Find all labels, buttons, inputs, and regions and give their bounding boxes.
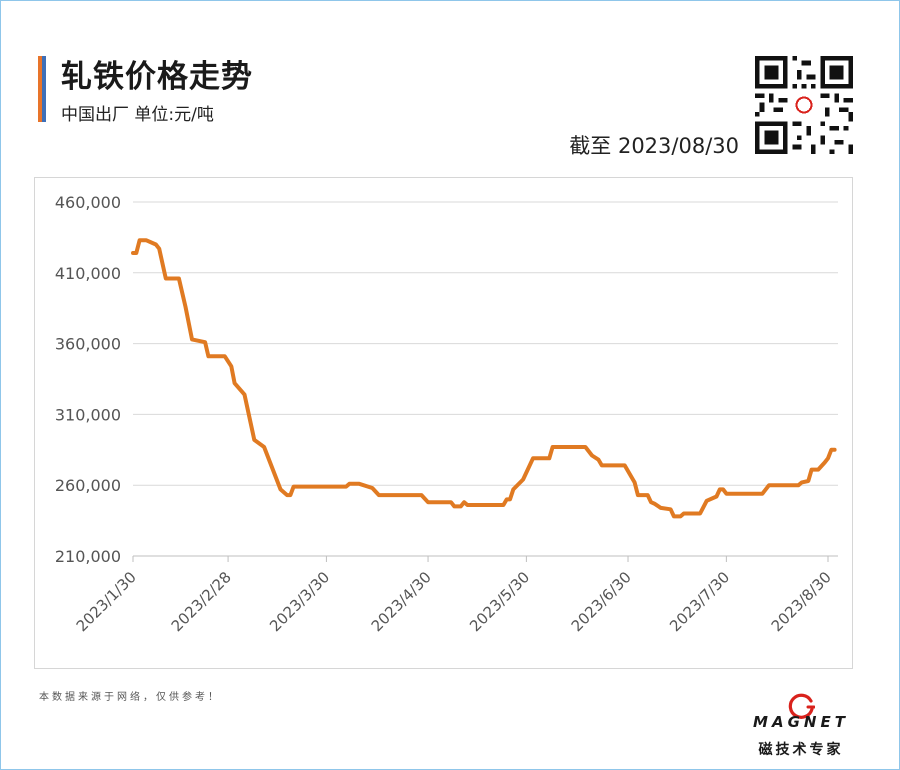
data-source-note: 本数据来源于网络，仅供参考！ (39, 692, 221, 703)
price-line-chart: 210,000 260,000 310,000 360,000 410,000 460,0… (55, 193, 838, 635)
accent-blue-stripe (42, 56, 46, 122)
y-tick-label: 410,000 (55, 264, 121, 283)
y-tick-label: 360,000 (55, 335, 121, 354)
x-tick-label: 2023/1/30 (73, 568, 140, 635)
logo-tagline: 磁技术专家 (758, 742, 844, 758)
logo-wordmark: MAGNET (753, 713, 849, 731)
chart-subtitle: 中国出厂 单位:元/吨 (61, 105, 214, 125)
x-tick-label: 2023/7/30 (666, 568, 733, 635)
as-of-date: 截至 2023/08/30 (569, 134, 739, 158)
qr-code-icon[interactable] (755, 56, 853, 154)
series-line (131, 238, 837, 519)
accent-orange-stripe (38, 56, 42, 122)
x-tick-label: 2023/3/30 (266, 568, 333, 635)
chart-frame: 210,000 260,000 310,000 360,000 410,000 460,0… (34, 177, 853, 669)
y-tick-label: 310,000 (55, 405, 121, 424)
magnet-ring-icon (788, 693, 815, 719)
x-tick-label: 2023/8/30 (768, 568, 835, 635)
y-tick-label: 260,000 (55, 476, 121, 495)
x-tick-label: 2023/6/30 (568, 568, 635, 635)
y-tick-label: 460,000 (55, 193, 121, 212)
x-tick-label: 2023/4/30 (368, 568, 435, 635)
chart-title: 轧铁价格走势 (61, 59, 253, 95)
y-tick-label: 210,000 (55, 547, 121, 566)
magnet-logo: MAGNET 磁技术专家 (749, 691, 853, 763)
x-tick-label: 2023/5/30 (466, 568, 533, 635)
x-tick-label: 2023/2/28 (168, 568, 235, 635)
title-accent-bar (38, 56, 46, 122)
